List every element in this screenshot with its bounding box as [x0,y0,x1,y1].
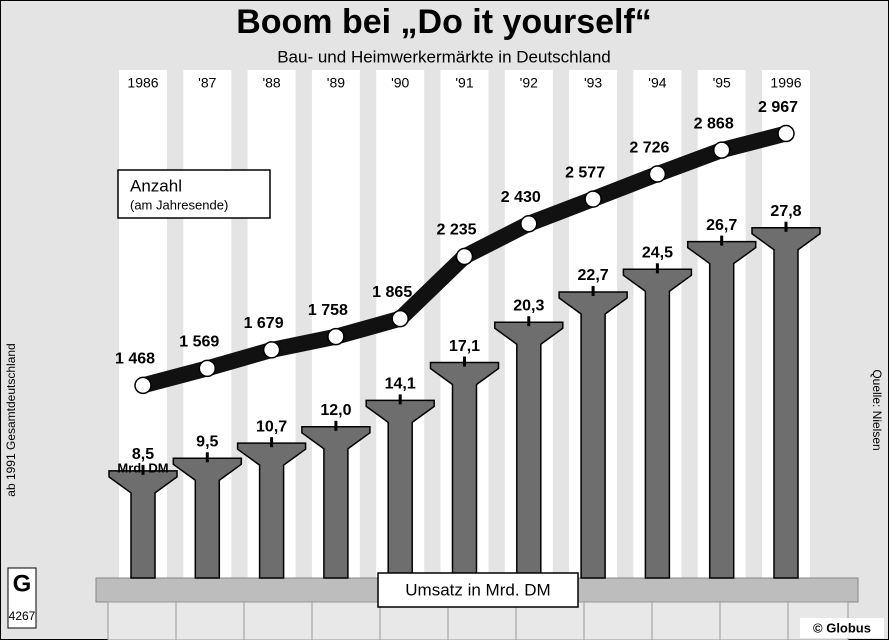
value-label: 2 235 [436,222,476,239]
line-point [585,191,601,207]
value-label: 1 569 [179,334,219,351]
x-tick-label: '87 [198,75,216,91]
line-point [521,216,537,232]
line-point [714,142,730,158]
x-tick-label: '91 [455,75,473,91]
value-label: 9,5 [196,434,218,451]
x-tick-label: '89 [327,75,345,91]
value-label: 2 868 [694,115,734,132]
value-label: 14,1 [385,376,416,393]
legend-label: Anzahl [130,176,182,195]
line-point [457,249,473,265]
side-note: ab 1991 Gesamtdeutschland [4,343,18,496]
value-label: 27,8 [770,203,801,220]
value-label: 1 758 [308,302,348,319]
value-label: 1 865 [372,284,412,301]
line-point [778,126,794,142]
unit-label: Mrd. DM [117,460,168,475]
value-label: 12,0 [320,402,351,419]
logo: G [13,570,32,597]
line-point [135,377,151,393]
chart: 1986 '87 '88 '89 '90 '91 '92 '93 '94 '95 1996 Boom… [0,0,889,640]
x-tick-label: '93 [584,75,602,91]
source: Quelle: Nielsen [870,369,884,450]
value-label: 2 726 [629,139,669,156]
value-label: 20,3 [513,297,544,314]
value-label: 1 679 [244,315,284,332]
x-tick-label: '94 [648,75,666,91]
line-point [264,342,280,358]
line-point [649,166,665,182]
x-tick-label: 1996 [770,75,801,91]
code: 4267 [9,609,36,623]
x-tick-label: '95 [713,75,731,91]
x-tick-label: 1986 [127,75,158,91]
x-tick-label: '92 [520,75,538,91]
value-label: 10,7 [256,418,287,435]
value-label: 2 577 [565,164,605,181]
value-label: 1 468 [115,351,155,368]
credit: © Globus [813,620,871,635]
x-tick-label: '90 [391,75,409,91]
x-tick-label: '88 [262,75,280,91]
line-point [199,360,215,376]
chart-subtitle: Bau- und Heimwerkermärkte in Deutschland [277,47,611,66]
value-label: 2 967 [758,99,798,116]
chart-title: Boom bei „Do it yourself“ [236,3,652,41]
value-label: 26,7 [706,217,737,234]
legend-sublabel: (am Jahresende) [130,197,228,212]
value-label: 22,7 [578,267,609,284]
value-label: 2 430 [501,189,541,206]
legend-label: Umsatz in Mrd. DM [405,580,550,599]
line-point [328,329,344,345]
value-label: 17,1 [449,338,480,355]
line-point [392,311,408,327]
value-label: 24,5 [642,245,673,262]
